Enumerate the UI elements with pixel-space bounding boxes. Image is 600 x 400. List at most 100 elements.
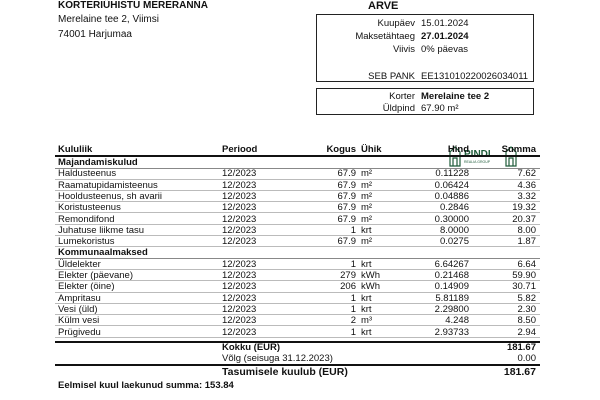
col-periood: Periood <box>222 144 258 155</box>
cell: 2 <box>350 315 356 327</box>
cell: 4.36 <box>517 179 537 191</box>
cell: 2.29800 <box>434 303 469 315</box>
cell: 5.81189 <box>435 292 469 304</box>
cell: 12/2023 <box>222 270 257 281</box>
invoice-value: 27.01.2024 <box>421 31 469 42</box>
cell: 1 <box>350 326 356 338</box>
cell: 67.9 <box>337 202 357 214</box>
cell: m³ <box>361 315 373 327</box>
table-row: Üldelekter 12/2023 1 krt 6.64267 6.64 <box>55 259 540 270</box>
table-row: Juhatuse liikme tasu 12/2023 1 krt 8.0000 8.0… <box>55 224 540 237</box>
logo-text: PINDI <box>464 149 491 160</box>
cell: Raamatupidamisteenus <box>58 179 158 191</box>
cell: Remondifond <box>58 213 115 225</box>
cell: 0.11228 <box>435 168 469 180</box>
cell: 12/2023 <box>222 224 257 236</box>
cell: 67.9 <box>337 179 357 191</box>
cell: 12/2023 <box>222 202 257 214</box>
cell: m² <box>361 236 373 248</box>
table-row: Elekter (päevane) 12/2023 279 kWh 0.21468 59.… <box>55 270 540 282</box>
volg-value: 0.00 <box>517 353 537 364</box>
table-row: Raamatupidamisteenus 12/2023 67.9 m² 0.06424… <box>55 180 540 191</box>
tasumisele-value: 181.67 <box>503 366 536 378</box>
section-divider <box>55 167 540 169</box>
section-title: Majandamiskulud <box>58 157 138 168</box>
cell: 59.90 <box>512 270 536 281</box>
cell: 206 <box>340 281 356 293</box>
cell: 3.32 <box>517 190 537 202</box>
table-row: Lumekoristus 12/2023 67.9 m² 0.0275 1.87 <box>55 236 540 248</box>
cell: 19.32 <box>512 202 536 214</box>
table-row: Koristusteenus 12/2023 67.9 m² 0.2846 19.32 <box>55 202 540 214</box>
cell: Elekter (öine) <box>58 281 115 293</box>
header-divider <box>55 155 540 157</box>
table-row: Hooldusteenus, sh avarii 12/2023 67.9 m² 0.0… <box>55 190 540 203</box>
cell: 1.87 <box>517 236 537 248</box>
cell: m² <box>361 168 373 180</box>
cell: 12/2023 <box>222 236 257 248</box>
cell: Prügivedu <box>58 326 101 338</box>
invoice-info-box: Kuupäev 15.01.2024 Maksetähtaeg 27.01.2024 V… <box>316 14 534 82</box>
col-kululiik: Kululiik <box>58 144 93 155</box>
cell: 1 <box>350 258 356 270</box>
sender-name: KORTERIÜHISTU MERERANNA <box>58 0 208 11</box>
cell: 2.93733 <box>434 326 469 338</box>
kokku-label: Kokku (EUR) <box>222 342 281 353</box>
apartment-value: Merelaine tee 2 <box>421 91 490 102</box>
cell: 12/2023 <box>222 213 257 225</box>
cell: kWh <box>361 270 380 281</box>
cell: 2.30 <box>517 303 537 315</box>
cell: 1 <box>350 292 356 304</box>
cell: 12/2023 <box>222 315 257 327</box>
table-row: Külm vesi 12/2023 2 m³ 4.248 8.50 <box>55 315 540 327</box>
invoice-value: EE131010220026034011 <box>421 71 529 82</box>
cell: Haldusteenus <box>58 168 117 180</box>
cell: Koristusteenus <box>58 202 121 214</box>
cell: krt <box>361 326 372 338</box>
cell: 20.37 <box>512 213 536 225</box>
logo-subtext: REALIA GROUP <box>464 160 491 164</box>
cell: 2.94 <box>517 326 537 338</box>
cell: 8.0000 <box>439 224 469 236</box>
cell: 30.71 <box>512 281 536 293</box>
col-summa: Summa <box>501 144 536 155</box>
cell: krt <box>361 292 372 304</box>
cell: 1 <box>350 224 356 236</box>
table-row: Remondifond 12/2023 67.9 m² 0.30000 20.37 <box>55 214 540 225</box>
cell: 7.62 <box>517 168 537 180</box>
cell: krt <box>361 258 372 270</box>
cell: Ampritasu <box>58 292 101 304</box>
cell: 12/2023 <box>222 326 257 338</box>
cell: Hooldusteenus, sh avarii <box>58 190 163 202</box>
table-row: Elekter (öine) 12/2023 206 kWh 0.14909 30.71 <box>55 281 540 293</box>
cell: Lumekoristus <box>58 236 115 248</box>
cell: 8.50 <box>517 315 537 327</box>
sender-address-1: Merelaine tee 2, Viimsi <box>58 14 159 25</box>
col-uhik: Ühik <box>361 144 382 155</box>
cell: 0.0275 <box>439 236 469 248</box>
totals-divider <box>55 341 540 343</box>
volg-label: Võlg (seisuga 31.12.2023) <box>222 353 333 364</box>
cell: krt <box>361 303 372 315</box>
document-title: ARVE <box>368 0 399 12</box>
cell: 67.9 <box>337 168 357 180</box>
cell: 12/2023 <box>222 292 257 304</box>
cell: Elekter (päevane) <box>58 270 133 281</box>
cell: 0.04886 <box>434 190 469 202</box>
col-hind: Hind <box>447 144 469 155</box>
cell: 67.9 <box>337 236 357 248</box>
previous-payment: Eelmisel kuul laekunud summa: 153.84 <box>58 380 234 391</box>
cell: 12/2023 <box>222 168 257 180</box>
cell: krt <box>361 224 372 236</box>
cell: m² <box>361 179 373 191</box>
invoice-value: 15.01.2024 <box>421 18 469 29</box>
table-header: Kululiik Periood Kogus Ühik Hind Summa <box>55 144 540 155</box>
cell: 4.248 <box>445 315 469 327</box>
table-row: Haldusteenus 12/2023 67.9 m² 0.11228 7.62 <box>55 168 540 180</box>
pindi-logo: PINDI REALIA GROUP <box>448 144 528 171</box>
final-divider <box>55 364 540 366</box>
cell: kWh <box>361 281 380 293</box>
cell: 5.82 <box>517 292 537 304</box>
cell: 6.64267 <box>434 258 469 270</box>
cell: 12/2023 <box>222 303 257 315</box>
